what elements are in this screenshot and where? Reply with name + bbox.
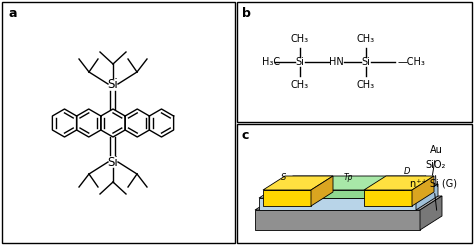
Text: CH₃: CH₃	[357, 34, 375, 44]
Text: Si: Si	[108, 156, 118, 169]
Polygon shape	[263, 176, 333, 190]
Polygon shape	[271, 190, 404, 198]
Polygon shape	[255, 210, 420, 230]
Text: H₃C: H₃C	[262, 57, 280, 67]
Text: CH₃: CH₃	[291, 80, 309, 90]
Polygon shape	[271, 176, 426, 190]
Polygon shape	[420, 196, 442, 230]
Text: S: S	[281, 173, 287, 183]
Bar	[237, 124, 472, 243]
Polygon shape	[416, 184, 438, 210]
Polygon shape	[412, 176, 434, 206]
Polygon shape	[364, 190, 412, 206]
Text: —CH₃: —CH₃	[398, 57, 426, 67]
Text: SiO₂: SiO₂	[425, 160, 446, 183]
Text: n⁺⁺ Si (G): n⁺⁺ Si (G)	[410, 178, 457, 210]
Polygon shape	[311, 176, 333, 206]
Text: Si: Si	[108, 77, 118, 90]
Text: D: D	[404, 168, 410, 176]
Bar	[237, 2, 472, 122]
Text: b: b	[242, 7, 251, 20]
Polygon shape	[259, 198, 416, 210]
Bar	[2, 2, 235, 243]
Text: Au: Au	[430, 145, 443, 175]
Text: CH₃: CH₃	[291, 34, 309, 44]
Text: CH₃: CH₃	[357, 80, 375, 90]
Polygon shape	[364, 176, 434, 190]
Polygon shape	[259, 184, 438, 198]
Text: Si: Si	[296, 57, 304, 67]
Text: Tp: Tp	[344, 172, 353, 182]
Polygon shape	[404, 176, 426, 198]
Polygon shape	[263, 190, 311, 206]
Text: HN: HN	[328, 57, 343, 67]
Text: a: a	[8, 7, 17, 20]
Text: Si: Si	[362, 57, 371, 67]
Polygon shape	[255, 196, 442, 210]
Text: c: c	[242, 129, 249, 142]
